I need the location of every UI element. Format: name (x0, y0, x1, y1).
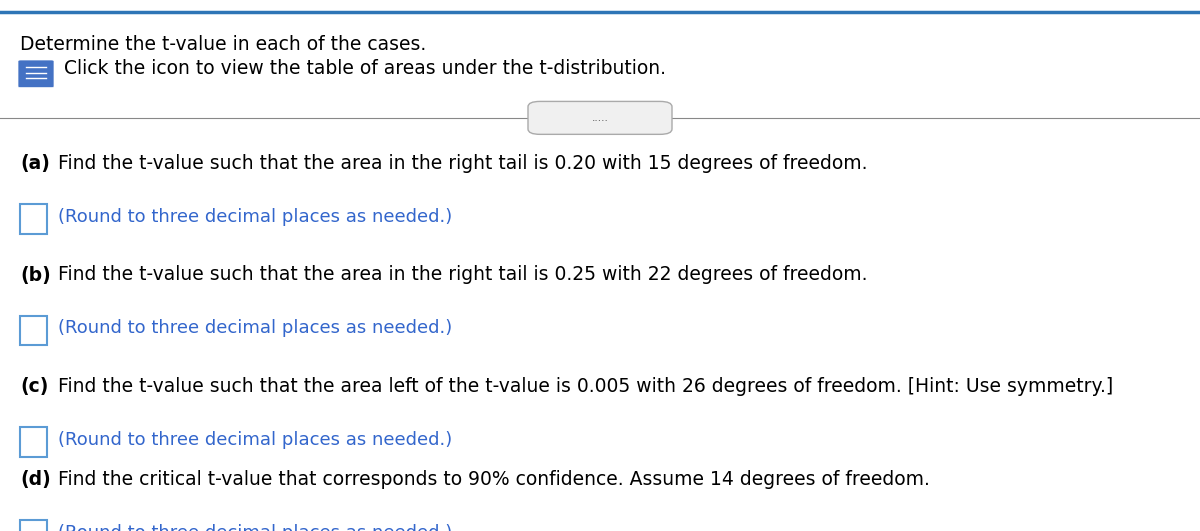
FancyBboxPatch shape (20, 204, 47, 234)
Text: Find the t-value such that the area in the right tail is 0.25 with 22 degrees of: Find the t-value such that the area in t… (52, 266, 868, 285)
FancyBboxPatch shape (20, 316, 47, 345)
Text: Find the t-value such that the area in the right tail is 0.20 with 15 degrees of: Find the t-value such that the area in t… (52, 154, 868, 173)
Text: Click the icon to view the table of areas under the t-distribution.: Click the icon to view the table of area… (64, 59, 666, 79)
Text: (a): (a) (20, 154, 50, 173)
FancyBboxPatch shape (18, 60, 54, 88)
FancyBboxPatch shape (20, 427, 47, 457)
Text: (b): (b) (20, 266, 52, 285)
Text: (Round to three decimal places as needed.): (Round to three decimal places as needed… (58, 208, 452, 226)
Text: Find the critical t-value that corresponds to 90% confidence. Assume 14 degrees : Find the critical t-value that correspon… (52, 470, 930, 489)
FancyBboxPatch shape (528, 101, 672, 134)
Text: (Round to three decimal places as needed.): (Round to three decimal places as needed… (58, 431, 452, 449)
Text: (Round to three decimal places as needed.): (Round to three decimal places as needed… (58, 524, 452, 531)
Text: (Round to three decimal places as needed.): (Round to three decimal places as needed… (58, 319, 452, 337)
Text: .....: ..... (592, 113, 608, 123)
Text: (c): (c) (20, 377, 49, 396)
Text: (d): (d) (20, 470, 52, 489)
Text: Find the t-value such that the area left of the t-value is 0.005 with 26 degrees: Find the t-value such that the area left… (52, 377, 1112, 396)
FancyBboxPatch shape (20, 520, 47, 531)
Text: Determine the t-value in each of the cases.: Determine the t-value in each of the cas… (20, 35, 427, 54)
